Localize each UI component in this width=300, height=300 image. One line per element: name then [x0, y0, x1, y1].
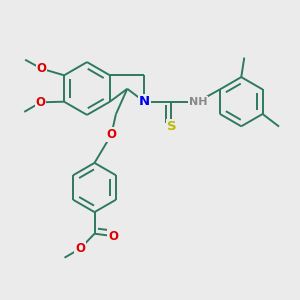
- Text: O: O: [108, 230, 118, 243]
- Text: NH: NH: [188, 97, 207, 107]
- Text: N: N: [139, 95, 150, 108]
- Text: O: O: [36, 96, 46, 109]
- Text: O: O: [37, 62, 46, 75]
- Text: O: O: [75, 242, 85, 255]
- Text: S: S: [167, 120, 176, 133]
- Text: O: O: [106, 128, 116, 141]
